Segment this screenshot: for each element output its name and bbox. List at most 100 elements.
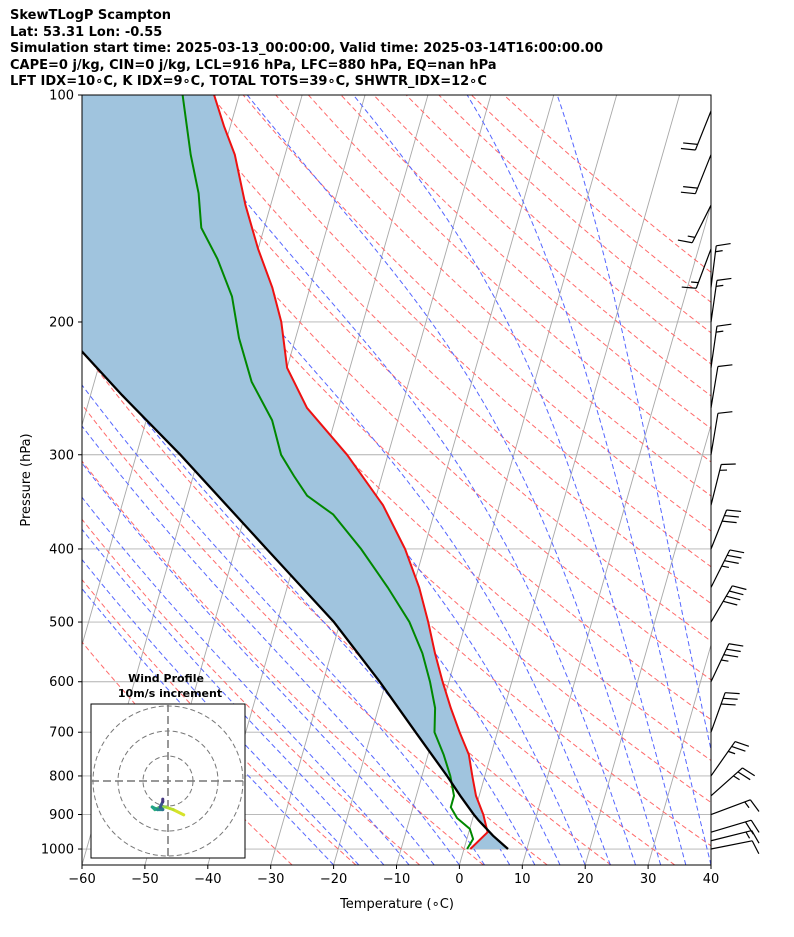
dry-adiabat	[82, 641, 293, 865]
moist-adiabat	[82, 528, 385, 865]
background-lines	[82, 95, 711, 865]
barb-half	[715, 250, 723, 253]
barb-staff	[710, 464, 722, 506]
barb-flag	[750, 819, 760, 833]
barb-flag	[717, 364, 733, 368]
moist-adiabat	[82, 496, 410, 865]
wind-barb	[710, 840, 760, 855]
barb-half	[691, 281, 699, 284]
barb-flag	[722, 520, 737, 524]
moist-adiabat	[82, 462, 435, 865]
dry-adiabat	[82, 578, 357, 865]
x-tick-label: −30	[257, 872, 284, 887]
time-line: Simulation start time: 2025-03-13_00:00:…	[10, 41, 603, 56]
barb-staff	[710, 509, 728, 550]
barb-staff	[710, 767, 743, 797]
barb-staff	[710, 829, 752, 842]
barb-flag	[717, 411, 733, 414]
barb-staff	[710, 549, 731, 588]
barb-flag	[751, 840, 760, 855]
barb-flag	[716, 277, 732, 282]
x-axis-label: Temperature (∘C)	[339, 897, 454, 912]
barb-flag	[726, 595, 741, 601]
y-tick-label: 300	[49, 448, 74, 463]
temperature-profile	[213, 95, 489, 850]
wind-barb	[710, 463, 736, 506]
parcel-profile	[82, 349, 509, 850]
y-tick-label: 500	[49, 616, 74, 631]
isotherm	[647, 643, 711, 865]
wind-barb	[680, 110, 712, 151]
wind-barb	[680, 154, 712, 195]
wind-barbs	[677, 110, 760, 855]
barb-staff	[710, 840, 753, 850]
x-tick-label: 40	[703, 872, 720, 887]
barb-flag	[724, 514, 739, 518]
wind-barb	[710, 585, 747, 623]
moist-adiabat	[466, 95, 711, 865]
stability-line-1: CAPE=0 j/kg, CIN=0 j/kg, LCL=916 hPa, LF…	[10, 57, 497, 73]
wind-barb	[710, 692, 740, 733]
barb-staff	[710, 692, 726, 733]
dry-adiabat	[177, 95, 711, 605]
cape-area	[82, 95, 508, 849]
barb-staff	[710, 413, 719, 455]
dry-adiabat	[82, 349, 612, 865]
x-tick-label: 10	[514, 872, 531, 887]
barb-staff	[694, 154, 712, 194]
wind-barb	[710, 799, 760, 816]
moist-adiabat	[82, 384, 486, 865]
y-tick-label: 1000	[41, 843, 74, 858]
barb-half	[716, 330, 724, 333]
wind-barb	[710, 411, 733, 455]
barb-flag	[680, 191, 696, 195]
moist-adiabat	[82, 587, 334, 865]
hodograph-title: Wind Profile	[128, 672, 204, 685]
x-tick-label: 20	[577, 872, 594, 887]
barb-flag	[726, 554, 742, 559]
barb-half	[721, 565, 729, 569]
barb-half	[716, 284, 724, 287]
moist-adiabat	[82, 425, 460, 865]
wind-barb	[710, 819, 760, 835]
barb-flag	[749, 799, 760, 812]
barb-flag	[683, 142, 698, 145]
dry-adiabat	[82, 460, 484, 865]
y-tick-label: 900	[49, 808, 74, 823]
barb-flag	[729, 590, 744, 596]
barb-half	[687, 235, 696, 238]
barb-staff	[710, 280, 718, 323]
y-axis-ticks: 1000 900 800 700 600 500 400 300 200 100	[41, 89, 82, 858]
chart-title: SkewTLogP Scampton	[10, 8, 172, 23]
y-tick-label: 800	[49, 769, 74, 784]
wind-barb	[710, 364, 733, 408]
barb-half	[744, 801, 750, 809]
dry-adiabat	[242, 95, 711, 532]
barb-staff	[710, 819, 752, 833]
moist-adiabat	[353, 95, 687, 865]
stability-line-2: LFT IDX=10∘C, K IDX=9∘C, TOTAL TOTS=39∘C…	[10, 74, 487, 89]
x-tick-label: 30	[640, 872, 657, 887]
wind-barb	[710, 242, 731, 288]
moist-adiabat	[82, 558, 360, 865]
hodograph-subtitle: 10m/s increment	[118, 687, 222, 700]
wind-barb	[710, 277, 732, 323]
wind-barb	[710, 740, 750, 777]
moist-adiabat	[161, 95, 636, 865]
barb-staff	[691, 204, 712, 244]
y-tick-label: 600	[49, 675, 74, 690]
dry-adiabat	[210, 95, 711, 568]
wind-barb	[677, 204, 712, 244]
x-tick-label: −10	[383, 872, 410, 887]
barb-flag	[737, 771, 751, 781]
isotherm	[270, 95, 492, 865]
barb-flag	[723, 600, 738, 606]
moist-adiabat	[556, 95, 711, 753]
y-tick-label: 700	[49, 726, 74, 741]
isotherm	[458, 95, 680, 865]
barb-half	[745, 831, 751, 839]
barb-flag	[680, 147, 696, 151]
dry-adiabat	[340, 95, 711, 430]
dry-adiabat	[82, 518, 421, 865]
